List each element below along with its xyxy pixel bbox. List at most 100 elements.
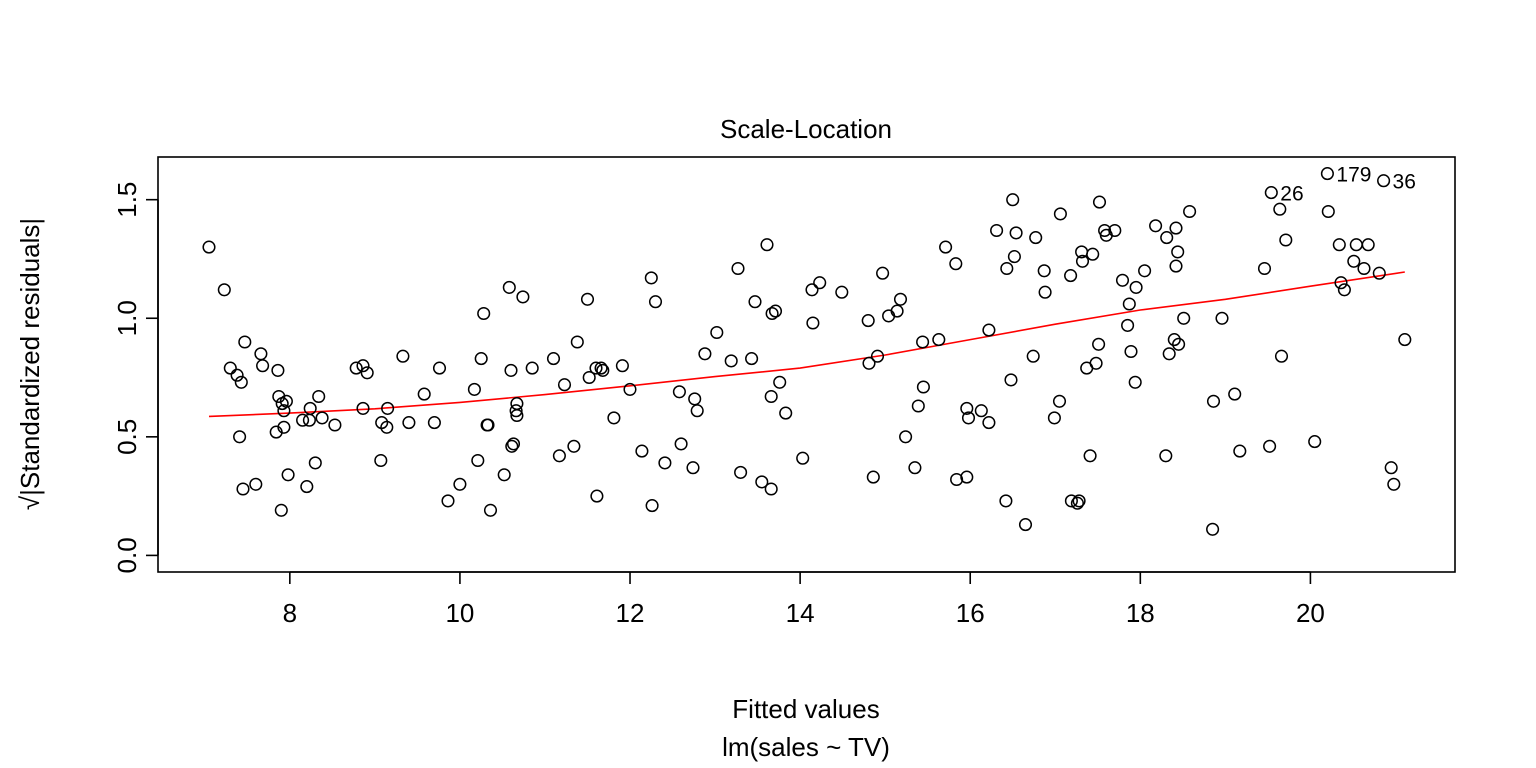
data-point — [233, 430, 247, 444]
data-point — [764, 389, 778, 404]
data-point — [582, 370, 596, 385]
data-point — [1377, 174, 1391, 188]
point-labels-layer: 179 36 26 — [1280, 164, 1416, 206]
data-point — [999, 494, 1013, 508]
data-point — [1171, 245, 1185, 259]
data-point — [396, 349, 410, 363]
data-point — [690, 404, 704, 418]
data-point — [594, 361, 608, 375]
data-point — [1000, 261, 1014, 276]
data-point — [1206, 394, 1221, 408]
data-point — [645, 499, 659, 513]
data-point — [1092, 337, 1106, 351]
data-point — [658, 456, 672, 470]
data-point — [876, 266, 890, 280]
data-point — [764, 482, 778, 496]
data-point — [866, 470, 880, 484]
data-point — [960, 470, 974, 484]
data-point — [806, 316, 820, 330]
data-point — [432, 361, 447, 375]
data-point — [835, 285, 849, 299]
data-point — [1177, 311, 1191, 325]
data-point — [1072, 494, 1086, 508]
data-point — [516, 290, 530, 304]
data-point — [768, 304, 783, 318]
data-point — [1026, 349, 1040, 363]
data-point — [1274, 349, 1289, 363]
data-point — [961, 411, 976, 425]
data-point — [1233, 444, 1247, 458]
data-point — [279, 394, 293, 408]
data-point — [796, 451, 810, 465]
x-axis-sublabel: lm(sales ~ TV) — [722, 732, 890, 762]
data-point — [1037, 264, 1051, 278]
y-axis-label-text: |Standardized residuals| — [15, 218, 45, 496]
data-point — [615, 359, 629, 373]
data-point — [1038, 285, 1052, 299]
data-point — [950, 472, 964, 487]
data-point — [1128, 375, 1142, 389]
data-point — [453, 477, 467, 491]
data-point — [483, 503, 498, 517]
data-point — [1215, 311, 1229, 325]
data-point — [552, 449, 566, 463]
data-point — [236, 482, 250, 496]
data-point — [505, 439, 519, 453]
data-point — [911, 399, 925, 413]
data-point — [960, 401, 974, 415]
data-point — [567, 439, 581, 453]
data-point — [1159, 449, 1173, 463]
data-point — [217, 283, 231, 297]
data-point — [277, 404, 291, 418]
y-axis-label-sqrt: √ — [15, 495, 45, 510]
data-point — [1083, 449, 1097, 463]
y-tick-label: 0.5 — [112, 419, 142, 455]
data-point — [557, 378, 572, 392]
data-point — [623, 382, 637, 396]
smoother-layer — [208, 271, 1405, 418]
data-point — [1332, 238, 1346, 252]
data-point — [474, 352, 488, 366]
data-point — [899, 430, 913, 444]
point-label: 26 — [1280, 183, 1303, 206]
data-point — [1160, 231, 1174, 245]
data-point — [755, 475, 769, 489]
data-point — [1264, 186, 1278, 200]
data-point — [698, 347, 712, 361]
data-point — [510, 397, 524, 411]
data-point — [686, 461, 700, 475]
data-point — [497, 468, 511, 482]
data-point — [1162, 347, 1176, 361]
x-tick-label: 10 — [445, 598, 474, 628]
data-point — [1263, 439, 1277, 453]
data-point — [710, 325, 724, 340]
data-point — [441, 494, 455, 508]
data-point — [1075, 254, 1090, 268]
data-point — [1129, 280, 1143, 294]
data-point — [862, 356, 876, 370]
data-point — [1006, 193, 1020, 207]
data-point — [1138, 264, 1152, 278]
x-tick-label: 20 — [1296, 598, 1325, 628]
data-point — [356, 401, 370, 415]
data-point — [949, 257, 963, 271]
x-axis-label: Fitted values — [732, 694, 879, 724]
data-point — [1086, 247, 1100, 261]
data-point — [1018, 518, 1033, 532]
data-point — [481, 418, 495, 432]
data-point — [590, 489, 604, 503]
y-axis-label: √|Standardized residuals| — [15, 218, 45, 510]
data-point — [1398, 333, 1412, 347]
data-point — [1321, 204, 1335, 219]
y-tick-label: 0.0 — [112, 537, 142, 573]
y-axis: 0.0 0.5 1.0 1.5 — [112, 182, 159, 573]
data-point — [427, 416, 441, 430]
data-point — [477, 306, 491, 321]
data-point — [1052, 394, 1067, 408]
x-tick-label: 12 — [616, 598, 645, 628]
data-point — [765, 306, 779, 321]
data-point — [932, 333, 946, 347]
data-point — [349, 361, 363, 375]
data-point — [672, 385, 686, 399]
